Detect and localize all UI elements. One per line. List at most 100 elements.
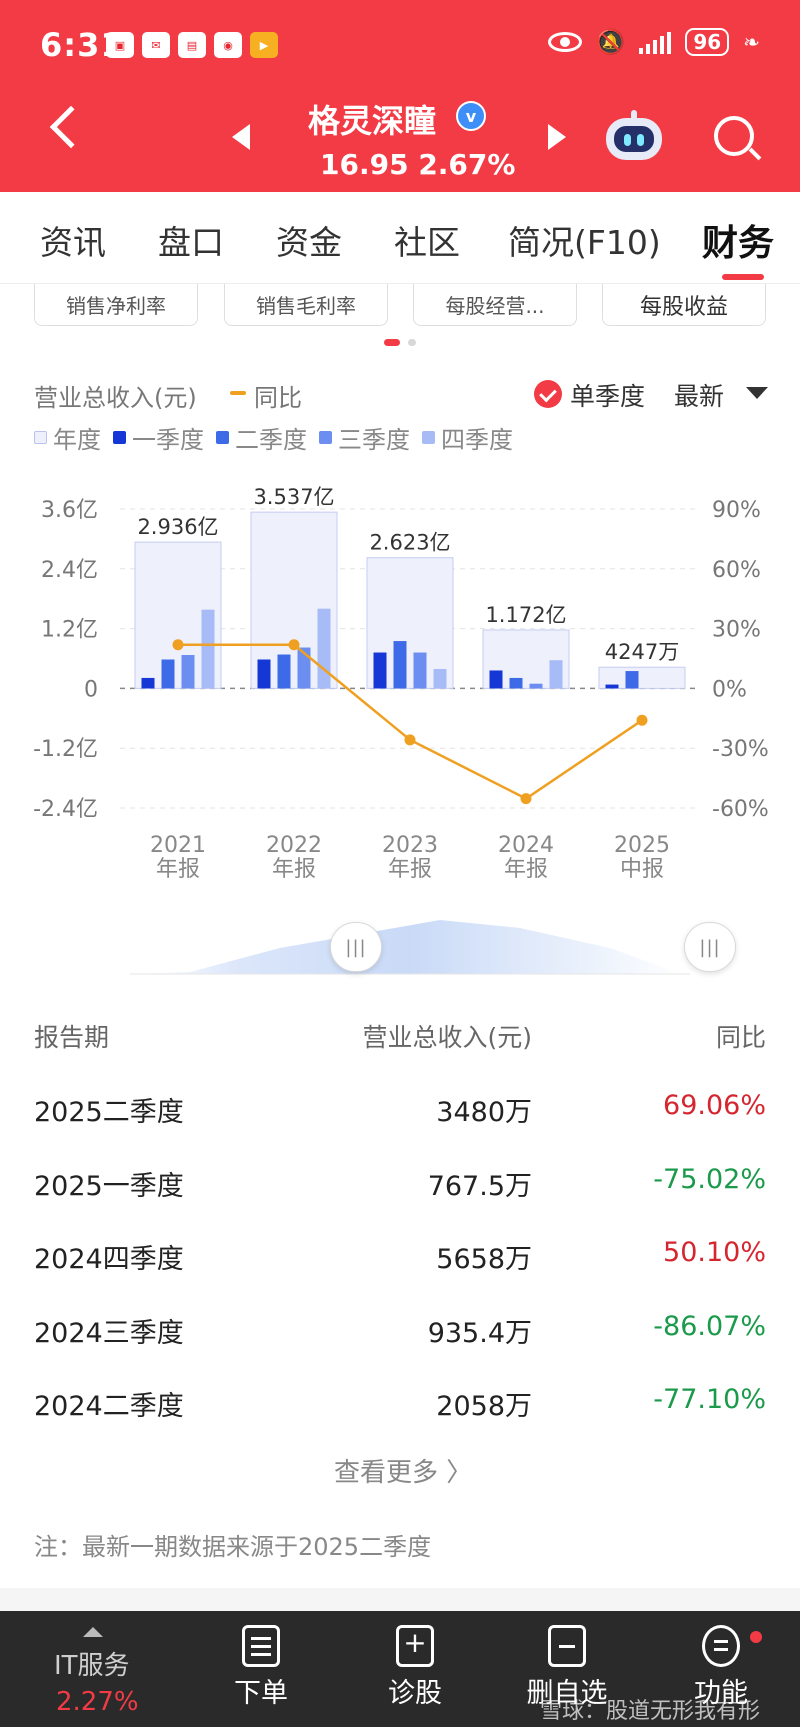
revenue-chart[interactable]: 3.6亿 90% 2.4亿 60% 1.2亿 30% 0 0% -1.2亿 -30% -2.4亿 -6…	[0, 460, 800, 890]
y-tick-label-left: 3.6亿	[41, 498, 98, 523]
single-quarter-toggle[interactable]: 单季度	[570, 382, 646, 411]
chart-metric-label: 营业总收入(元)	[34, 384, 197, 412]
legend-item-q3[interactable]: 三季度	[319, 420, 410, 455]
chevron-up-icon[interactable]	[83, 1627, 103, 1637]
bar-q3	[529, 683, 543, 689]
bar-q1	[257, 659, 271, 689]
metric-ops-per-share-button[interactable]: 每股经营...	[413, 284, 577, 326]
notification-dot	[750, 1631, 762, 1643]
functions-button[interactable]: 功能	[666, 1625, 776, 1710]
x-tick-label: 中报	[620, 857, 664, 882]
minus-box-icon	[548, 1625, 586, 1667]
bar-q2	[277, 654, 291, 689]
y-tick-label-right: -30%	[712, 737, 769, 762]
legend-item-q4[interactable]: 四季度	[422, 420, 513, 455]
y-tick-label-right: 90%	[712, 498, 761, 523]
bar-q1	[605, 684, 619, 689]
signal-icon	[639, 30, 672, 54]
legend-item-annual[interactable]: 年度	[34, 420, 101, 455]
remove-watchlist-button[interactable]: 删自选	[512, 1625, 622, 1710]
legend-swatch-q2	[216, 431, 229, 444]
table-row-period: 2024二季度	[34, 1391, 184, 1422]
prev-stock-button[interactable]	[232, 124, 250, 150]
diagnose-label: 诊股	[388, 1678, 442, 1709]
tab-bar: 资讯 盘口 资金 社区 简况(F10) 财务	[0, 192, 800, 284]
yoy-point	[404, 734, 416, 746]
verified-icon: v	[456, 101, 486, 131]
table-row-yoy: 69.06%	[663, 1090, 766, 1121]
x-tick-label: 2025	[614, 833, 670, 858]
tab-finance[interactable]: 财务	[702, 223, 775, 264]
tab-community[interactable]: 社区	[394, 223, 460, 262]
table-row-yoy: -77.10%	[653, 1384, 766, 1415]
status-app-icons: ▣ ✉ ▤ ◉ ▶	[106, 32, 278, 58]
bar-annual-label: 2.936亿	[137, 515, 218, 539]
bar-q3	[297, 647, 311, 689]
y-tick-label-right: 30%	[712, 618, 761, 643]
yoy-legend-swatch	[230, 391, 246, 395]
bar-annual-label: 4247万	[605, 640, 679, 664]
legend-item-q1[interactable]: 一季度	[113, 420, 204, 455]
order-button[interactable]: 下单	[206, 1625, 316, 1710]
next-stock-button[interactable]	[548, 124, 566, 150]
bar-annual-label: 2.623亿	[369, 531, 450, 555]
leaf-icon: ❧	[743, 30, 760, 54]
back-button[interactable]	[49, 105, 93, 149]
tab-quote[interactable]: 盘口	[158, 223, 224, 262]
y-tick-label-left: -2.4亿	[33, 797, 98, 822]
page-indicator-active	[384, 339, 400, 346]
view-more-link[interactable]: 查看更多 〉	[334, 1458, 473, 1488]
table-header-yoy: 同比	[715, 1023, 766, 1052]
app-icon-5: ▶	[250, 32, 278, 58]
data-source-note: 注：最新一期数据来源于2025二季度	[34, 1533, 432, 1561]
table-row-yoy: 50.10%	[663, 1237, 766, 1268]
eye-icon	[547, 32, 582, 52]
ai-assistant-icon[interactable]	[606, 110, 662, 162]
metric-gross-margin-button[interactable]: 销售毛利率	[224, 284, 388, 326]
caret-down-icon[interactable]	[746, 387, 768, 399]
x-tick-label: 年报	[504, 857, 548, 882]
medical-kit-icon	[396, 1625, 434, 1667]
yoy-legend-label: 同比	[254, 384, 302, 412]
tab-capital[interactable]: 资金	[276, 223, 342, 262]
legend-swatch-q3	[319, 431, 332, 444]
table-header-revenue: 营业总收入(元)	[362, 1023, 532, 1052]
sort-select[interactable]: 最新	[674, 382, 725, 411]
x-tick-label: 2024	[498, 833, 554, 858]
table-row-revenue: 935.4万	[427, 1317, 532, 1349]
tab-news[interactable]: 资讯	[40, 223, 106, 262]
industry-label[interactable]: IT服务	[54, 1651, 130, 1681]
check-icon[interactable]	[534, 380, 562, 408]
legend-label-q3: 三季度	[338, 426, 410, 454]
y-tick-label-left: 1.2亿	[41, 618, 98, 643]
yoy-point	[636, 714, 648, 726]
range-slider[interactable]: ||| |||	[90, 914, 740, 978]
legend-item-q2[interactable]: 二季度	[216, 420, 307, 455]
search-icon[interactable]	[714, 116, 754, 156]
legend-label-q4: 四季度	[441, 426, 513, 454]
y-tick-label-left: -1.2亿	[33, 737, 98, 762]
bar-q4	[549, 660, 563, 689]
x-tick-label: 2021	[150, 833, 206, 858]
slider-handle-left[interactable]: |||	[330, 922, 382, 972]
y-tick-label-right: -60%	[712, 797, 769, 822]
tab-profile[interactable]: 简况(F10)	[508, 223, 661, 262]
table-row-period: 2025二季度	[34, 1097, 184, 1128]
legend-label-q1: 一季度	[132, 426, 204, 454]
table-row-revenue: 767.5万	[427, 1170, 532, 1202]
diagnose-button[interactable]: 诊股	[360, 1625, 470, 1710]
slider-preview	[130, 920, 690, 975]
bar-q4	[433, 668, 447, 689]
functions-label: 功能	[694, 1678, 748, 1709]
app-icon-3: ▤	[178, 32, 206, 58]
table-header-period: 报告期	[34, 1023, 110, 1052]
bar-q4	[317, 608, 331, 689]
bar-q1	[141, 677, 155, 689]
metric-eps-button[interactable]: 每股收益	[602, 284, 766, 326]
metric-net-margin-button[interactable]: 销售净利率	[34, 284, 198, 326]
bar-q3	[181, 655, 195, 689]
app-icon-2: ✉	[142, 32, 170, 58]
page-indicator	[408, 339, 416, 346]
slider-handle-right[interactable]: |||	[684, 922, 736, 972]
table-row-yoy: -75.02%	[653, 1163, 766, 1195]
